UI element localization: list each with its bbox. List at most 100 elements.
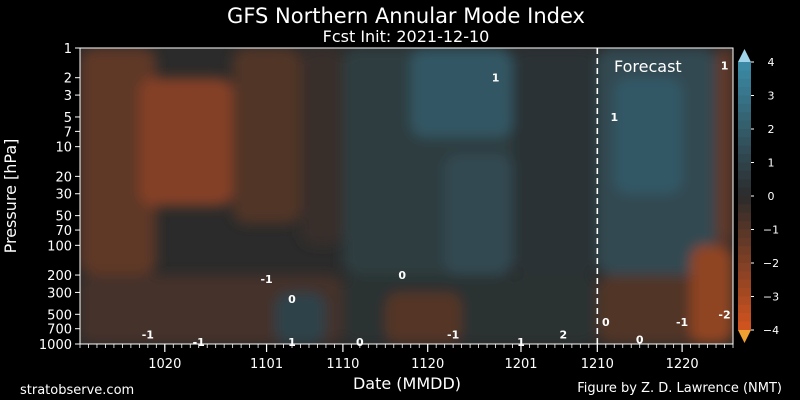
colorbar-tick-label: −4 [763, 324, 779, 337]
colorbar-band [738, 254, 751, 264]
colorbar-band [738, 145, 751, 155]
contour-label: 0 [636, 333, 644, 346]
colorbar-extend-min [738, 330, 751, 343]
colorbar: 4 3 2 1 0 −1 −2 −3 −4 [738, 49, 779, 343]
colorbar-band [738, 296, 751, 306]
colorbar-band [738, 103, 751, 113]
y-tick-label: 70 [55, 224, 72, 239]
colorbar-band [738, 263, 751, 272]
y-tick-label: 50 [55, 210, 72, 225]
contour-label: 1 [721, 59, 729, 72]
contour-label: 0 [602, 316, 610, 329]
colorbar-band [738, 279, 751, 289]
x-tick-label: 1101 [250, 357, 283, 372]
y-axis-label: Pressure [hPa] [1, 139, 20, 254]
y-tick-label: 2 [64, 72, 72, 87]
contour-label: -1 [447, 328, 459, 341]
footer-credit: Figure by Z. D. Lawrence (NMT) [577, 381, 782, 396]
x-tick-label: 1220 [666, 357, 699, 372]
anomaly-region [716, 48, 733, 246]
colorbar-band [738, 112, 751, 122]
y-tick-label: 200 [47, 269, 72, 284]
footer-source: stratobserve.com [20, 383, 134, 398]
colorbar-band [738, 204, 751, 214]
y-tick-label: 3 [64, 89, 72, 104]
colorbar-band [738, 154, 751, 163]
x-tick-label: 1210 [581, 357, 614, 372]
contour-label: 1 [610, 111, 618, 124]
colorbar-tick-label: 1 [768, 157, 775, 170]
colorbar-band [738, 120, 751, 130]
x-tick-label: 1201 [504, 357, 537, 372]
colorbar-extend-max [738, 49, 751, 62]
contour-label: -1 [142, 328, 154, 341]
plot-frame [79, 47, 734, 345]
colorbar-band [738, 229, 751, 239]
colorbar-band [738, 196, 751, 205]
colorbar-band [738, 246, 751, 256]
colorbar-band [738, 137, 751, 147]
colorbar-band [738, 70, 751, 80]
contour-label: 1 [288, 336, 296, 349]
y-tick-label: 10 [55, 141, 72, 156]
anomaly-region [80, 48, 157, 276]
contour-labels: -1 -1 -1 0 1 0 0 -1 1 1 2 0 1 0 -1 1 -2 [142, 59, 731, 348]
y-tick-label: 700 [47, 323, 72, 338]
plot-area [80, 48, 733, 344]
y-tick-label: 7 [64, 125, 72, 140]
colorbar-band [738, 187, 751, 197]
chart-subtitle: Fcst Init: 2021-12-10 [323, 27, 490, 46]
y-tick-label: 20 [55, 170, 72, 185]
colorbar-band [738, 288, 751, 297]
contour-label: 2 [560, 328, 568, 341]
anomaly-region [275, 292, 326, 344]
contour-label: 1 [492, 72, 500, 85]
colorbar-band [738, 313, 751, 323]
anomaly-field [80, 48, 733, 344]
colorbar-band [738, 95, 751, 105]
anomaly-region [410, 48, 513, 138]
colorbar-band [738, 212, 751, 222]
anomaly-region [690, 245, 733, 344]
anomaly-region [232, 48, 301, 224]
y-tick-label: 500 [47, 308, 72, 323]
x-axis-label: Date (MMDD) [353, 374, 461, 393]
colorbar-tick-label: −3 [763, 291, 779, 304]
forecast-label: Forecast [614, 57, 682, 76]
colorbar-band [738, 321, 751, 331]
anomaly-region [444, 154, 513, 276]
anomaly-region [139, 77, 233, 207]
colorbar-band [738, 162, 751, 172]
colorbar-band [738, 179, 751, 189]
colorbar-tick-label: 2 [768, 123, 775, 136]
chart-title: GFS Northern Annular Mode Index [227, 4, 585, 28]
y-tick-label: 1000 [39, 338, 72, 353]
colorbar-band [738, 62, 751, 71]
contour-label: 0 [288, 293, 296, 306]
y-tick-label: 300 [47, 286, 72, 301]
anomaly-region [385, 292, 462, 344]
contour-label: -1 [193, 336, 205, 349]
colorbar-band [738, 271, 751, 281]
contour-label: 1 [517, 336, 525, 349]
y-tick-label: 100 [47, 239, 72, 254]
colorbar-tick-label: −2 [763, 257, 779, 270]
colorbar-band [738, 129, 751, 138]
y-tick-label: 1 [64, 42, 72, 57]
contour-label: -1 [676, 316, 688, 329]
colorbar-band [738, 304, 751, 314]
x-axis: 1020 1101 1110 1120 1201 1210 1220 [79, 344, 734, 372]
colorbar-band [738, 237, 751, 247]
colorbar-band [738, 221, 751, 230]
colorbar-tick-label: 3 [768, 90, 775, 103]
y-tick-label: 30 [55, 188, 72, 203]
colorbar-band [738, 87, 751, 96]
x-tick-label: 1120 [411, 357, 444, 372]
x-tick-label: 1020 [148, 357, 181, 372]
x-tick-label: 1110 [326, 357, 359, 372]
colorbar-tick-label: −1 [763, 224, 779, 237]
contour-label: 0 [398, 269, 406, 282]
colorbar-band [738, 170, 751, 180]
